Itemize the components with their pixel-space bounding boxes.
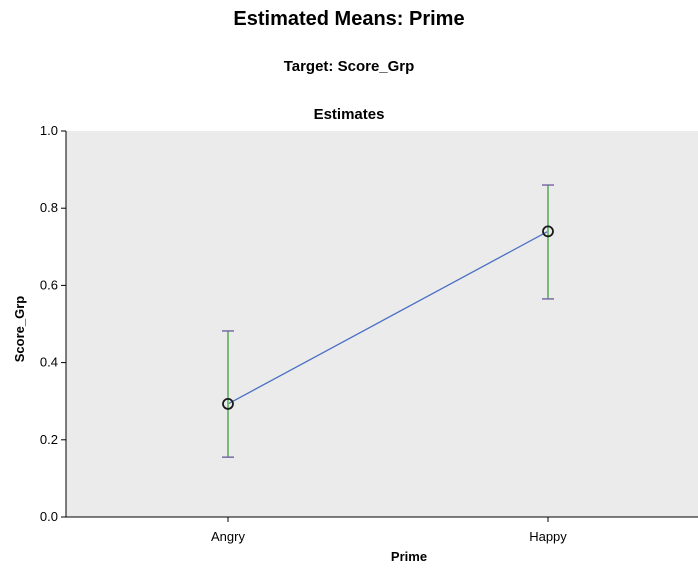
y-tick-label: 0.0 [40,509,58,524]
x-axis: Angry Happy [66,516,698,544]
y-tick-label: 0.8 [40,200,58,215]
data-point [542,225,554,238]
x-tick-label: Angry [211,529,245,544]
x-axis-title: Prime [391,549,427,564]
y-tick-label: 0.4 [40,355,58,370]
series-layer [222,184,554,458]
x-tick-label: Happy [529,529,567,544]
y-tick-label: 0.6 [40,277,58,292]
y-tick-label: 0.2 [40,432,58,447]
y-axis-title: Score_Grp [12,296,27,363]
y-tick-label: 1.0 [40,123,58,138]
chart-title: Estimated Means: Prime [233,8,465,30]
chart-subtitle: Target: Score_Grp [283,58,415,75]
plot-title: Estimates [313,106,385,123]
plot-area [66,131,698,517]
series-line [227,230,549,405]
y-axis: 0.0 0.2 0.4 0.6 0.8 1.0 [40,123,67,524]
data-point [222,398,234,410]
